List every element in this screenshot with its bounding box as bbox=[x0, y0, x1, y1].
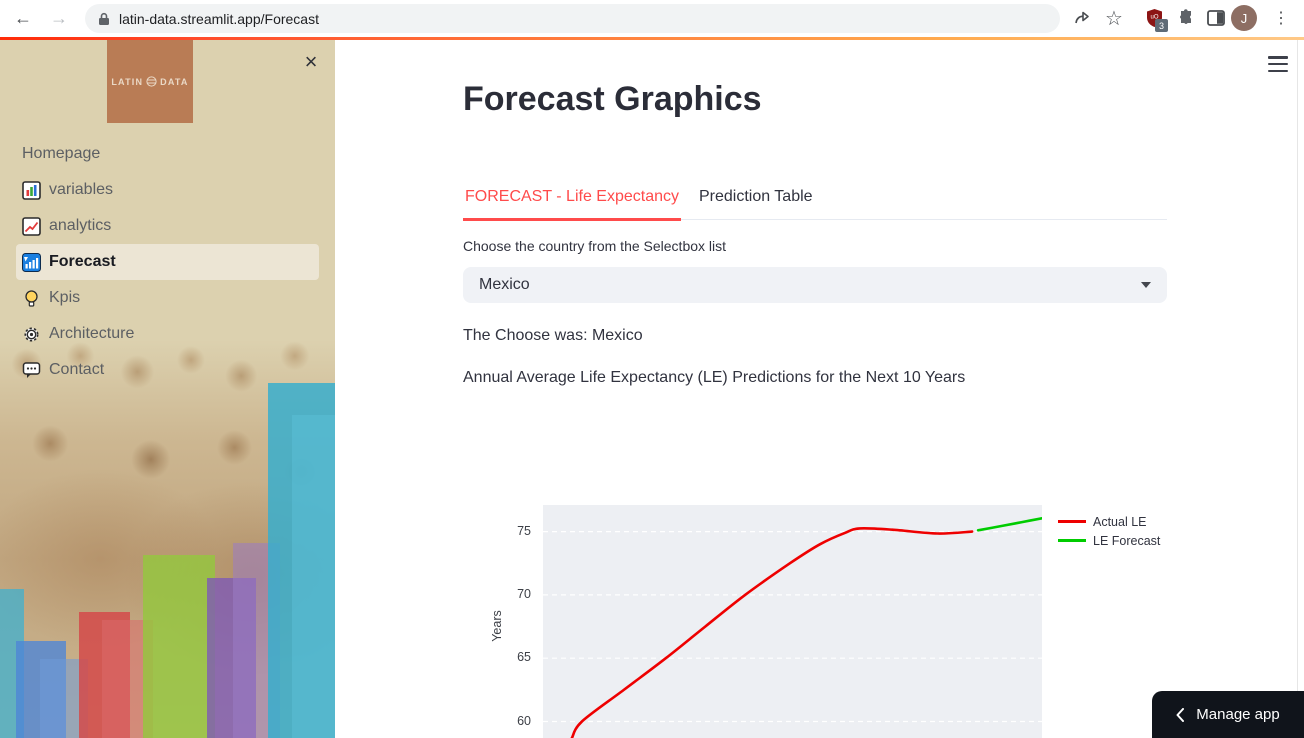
back-icon[interactable]: ← bbox=[14, 7, 32, 28]
tab-prediction-table[interactable]: Prediction Table bbox=[699, 188, 813, 205]
bookmark-star-icon[interactable]: ☆ bbox=[1105, 7, 1123, 30]
legend-item[interactable]: Actual LE bbox=[1058, 512, 1160, 531]
light-bulb-icon bbox=[25, 289, 38, 307]
sidebar-item-homepage[interactable]: Homepage bbox=[16, 136, 319, 172]
url-text: latin-data.streamlit.app/Forecast bbox=[119, 10, 319, 27]
sidebar-item-kpis[interactable]: Kpis bbox=[16, 280, 319, 316]
sidebar-close-icon[interactable]: × bbox=[304, 49, 318, 74]
legend-item[interactable]: LE Forecast bbox=[1058, 531, 1160, 550]
line-chart-plot-area bbox=[543, 505, 1044, 738]
sidebar-item-label: Contact bbox=[49, 361, 105, 378]
sidebar-item-architecture[interactable]: Architecture bbox=[16, 316, 319, 352]
scrollbar[interactable] bbox=[1297, 40, 1298, 738]
selectbox-value: Mexico bbox=[479, 276, 530, 293]
logo-text-left: LATIN bbox=[111, 76, 144, 87]
app-menu-icon[interactable] bbox=[1268, 56, 1288, 72]
manage-app-button[interactable]: Manage app bbox=[1152, 691, 1304, 738]
svg-text:uO: uO bbox=[1150, 15, 1158, 21]
sidebar-item-contact[interactable]: Contact bbox=[16, 352, 319, 388]
y-tick-label: 70 bbox=[517, 586, 531, 601]
sidebar-item-variables[interactable]: variables bbox=[16, 172, 319, 208]
country-selectbox[interactable]: Mexico bbox=[463, 267, 1167, 303]
legend-swatch bbox=[1058, 520, 1086, 523]
chevron-left-icon bbox=[1176, 707, 1185, 722]
bar-chart-icon bbox=[22, 180, 41, 200]
tab-forecast-life-expectancy[interactable]: FORECAST - Life Expectancy bbox=[463, 186, 681, 221]
chart-legend: Actual LE LE Forecast bbox=[1058, 512, 1160, 550]
sidebar-item-label: Homepage bbox=[22, 145, 101, 162]
address-bar[interactable]: latin-data.streamlit.app/Forecast bbox=[85, 4, 1060, 33]
latin-data-logo: LATIN DATA bbox=[107, 40, 193, 123]
streamlit-decoration-bar bbox=[0, 37, 1304, 40]
sidebar-item-label: Forecast bbox=[49, 253, 116, 270]
side-panel-icon[interactable] bbox=[1203, 5, 1229, 31]
kebab-menu-icon[interactable]: ⋮ bbox=[1273, 10, 1289, 27]
sidebar-item-label: Architecture bbox=[49, 325, 135, 342]
main-content: Forecast Graphics FORECAST - Life Expect… bbox=[335, 40, 1304, 738]
logo-text-right: DATA bbox=[160, 76, 189, 87]
selectbox-caption: Choose the country from the Selectbox li… bbox=[463, 238, 727, 254]
extension-badge: 3 bbox=[1155, 19, 1168, 32]
y-tick-label: 60 bbox=[517, 713, 531, 728]
decorative-bar bbox=[292, 415, 335, 738]
chosen-country-text: The Choose was: Mexico bbox=[463, 327, 643, 344]
legend-label: LE Forecast bbox=[1093, 533, 1161, 548]
series-line bbox=[570, 526, 974, 738]
y-axis-label: Years bbox=[490, 610, 504, 642]
extensions-puzzle-icon[interactable] bbox=[1173, 5, 1199, 31]
legend-label: Actual LE bbox=[1093, 514, 1147, 529]
chart-heading: Annual Average Life Expectancy (LE) Pred… bbox=[463, 369, 966, 386]
decorative-bar bbox=[143, 555, 215, 738]
gear-icon bbox=[24, 327, 39, 341]
sidebar-item-label: Kpis bbox=[49, 289, 81, 306]
y-tick-label: 65 bbox=[517, 650, 531, 665]
logo-globe-icon bbox=[146, 76, 157, 87]
y-tick-label: 75 bbox=[517, 523, 531, 538]
line-chart-icon bbox=[22, 216, 41, 236]
sidebar-item-label: analytics bbox=[49, 217, 112, 234]
sidebar-nav: Homepage variables analytics bbox=[0, 136, 335, 388]
sidebar-item-forecast[interactable]: Forecast bbox=[16, 244, 319, 280]
forward-icon[interactable]: → bbox=[50, 7, 68, 28]
page-title: Forecast Graphics bbox=[463, 80, 762, 118]
manage-app-label: Manage app bbox=[1196, 706, 1280, 723]
legend-swatch bbox=[1058, 539, 1086, 542]
ublock-extension-icon[interactable]: uO 3 bbox=[1141, 5, 1168, 32]
speech-bubble-icon bbox=[22, 361, 41, 378]
browser-toolbar: ← → latin-data.streamlit.app/Forecast ☆ … bbox=[0, 0, 1304, 37]
share-icon[interactable] bbox=[1069, 5, 1095, 31]
signal-bars-icon bbox=[22, 252, 41, 272]
series-line bbox=[976, 517, 1044, 532]
profile-avatar[interactable]: J bbox=[1231, 5, 1257, 31]
dropdown-caret-icon bbox=[1141, 282, 1151, 288]
sidebar-item-label: variables bbox=[49, 181, 114, 198]
lock-icon bbox=[99, 12, 109, 25]
sidebar-item-analytics[interactable]: analytics bbox=[16, 208, 319, 244]
sidebar: LATIN DATA × Homepage variables bbox=[0, 40, 335, 738]
tab-bar: FORECAST - Life Expectancy Prediction Ta… bbox=[463, 186, 1167, 221]
